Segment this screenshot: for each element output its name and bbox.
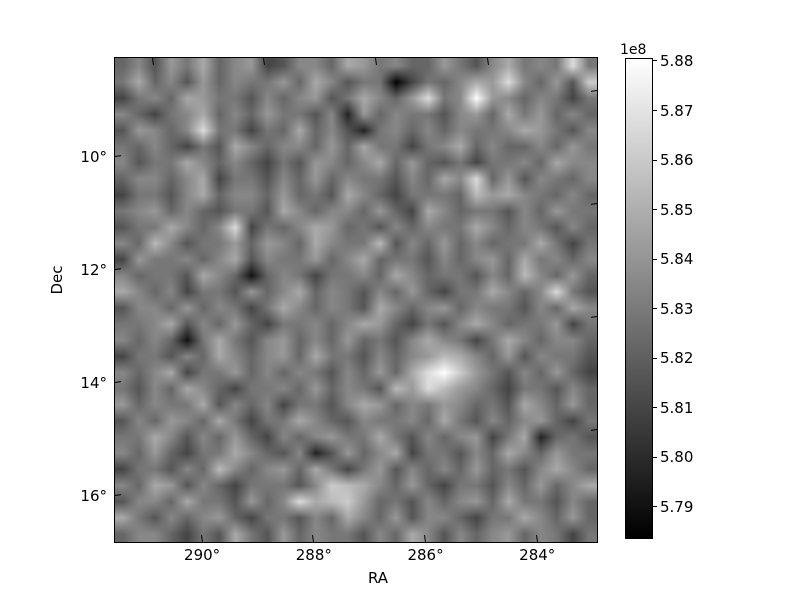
x-axis-label: RA [367, 569, 389, 587]
colorbar-tick-mark [652, 357, 657, 359]
colorbar-tick-label: 5.82 [660, 349, 694, 368]
colorbar-tick-mark [652, 209, 657, 211]
colorbar-tick-label: 5.86 [660, 151, 694, 170]
colorbar-tick-mark [652, 456, 657, 458]
colorbar-tick-label: 5.80 [660, 448, 694, 467]
colorbar-tick-mark [652, 308, 657, 310]
plot-axes [114, 57, 598, 543]
colorbar-tick-mark [652, 506, 657, 508]
x-tick-label: 286° [407, 546, 444, 564]
y-tick-label: 10° [80, 147, 107, 166]
colorbar-tick-label: 5.88 [660, 51, 694, 70]
colorbar-tick-mark [652, 258, 657, 260]
colorbar-tick-label: 5.81 [660, 398, 694, 417]
colorbar-tick-label: 5.79 [660, 497, 694, 516]
colorbar-tick-mark [652, 110, 657, 111]
colorbar-tick-label: 5.84 [660, 250, 694, 269]
colorbar-tick-label: 5.85 [660, 200, 694, 219]
colorbar-tick-mark [652, 159, 657, 161]
heatmap-image [115, 58, 597, 542]
y-tick-label: 16° [80, 486, 107, 505]
x-tick-label: 290° [184, 546, 221, 564]
y-axis-label: Dec [48, 265, 66, 295]
colorbar [625, 58, 653, 539]
colorbar-tick-mark [652, 407, 657, 409]
y-tick-label: 14° [80, 373, 107, 392]
x-tick-label: 288° [295, 546, 332, 564]
x-tick-label: 284° [519, 546, 556, 564]
colorbar-tick-label: 5.83 [660, 299, 694, 318]
colorbar-tick-label: 5.87 [660, 101, 694, 120]
colorbar-tick-mark [652, 60, 657, 62]
colorbar-offset-text: 1e8 [620, 42, 647, 58]
y-tick-label: 12° [80, 260, 107, 279]
